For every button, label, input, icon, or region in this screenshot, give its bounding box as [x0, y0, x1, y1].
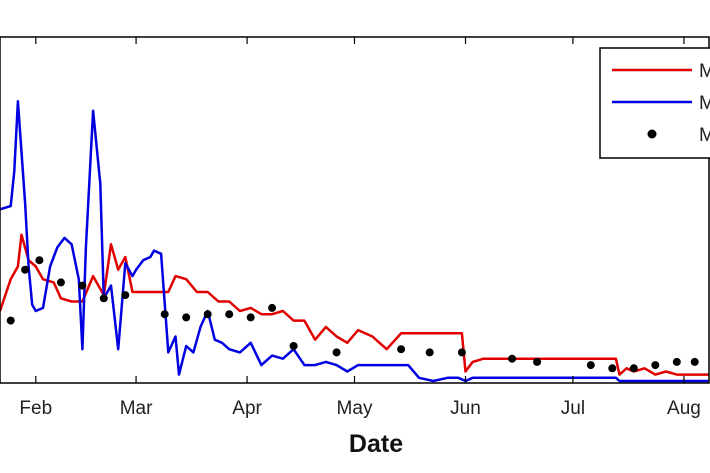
series-3-point: [182, 313, 191, 322]
legend-label-series-2: M: [699, 93, 710, 114]
legend-swatch-series-3: [647, 129, 657, 139]
series-3-point: [225, 310, 234, 319]
legend-label-series-1: M: [699, 61, 710, 82]
series-3-point: [21, 265, 30, 274]
x-tick-label: Mar: [120, 398, 153, 419]
x-tick-label: Jun: [450, 398, 481, 419]
x-tick-label: Jul: [561, 398, 585, 419]
plot-area: [0, 99, 709, 383]
series-3-point: [56, 278, 65, 287]
series-3-point: [608, 364, 617, 373]
series-3-point: [289, 342, 298, 350]
x-tick-label: Apr: [232, 398, 262, 419]
series-3-point: [246, 313, 255, 322]
series-3-point: [35, 256, 44, 265]
series-3-point: [268, 303, 277, 312]
x-tick-label: Feb: [19, 398, 52, 419]
x-axis-title: Date: [349, 430, 403, 458]
series-1-line: [0, 233, 709, 376]
series-3-point: [425, 348, 434, 357]
series-3-point: [6, 316, 15, 325]
legend: M M M: [599, 47, 710, 159]
series-3-point: [690, 357, 699, 366]
series-3-point: [672, 357, 681, 366]
series-3-point: [533, 357, 542, 366]
series-3-point: [203, 310, 212, 319]
series-3-point: [651, 361, 660, 370]
series-3-point: [160, 310, 169, 319]
x-axis-ticks: Feb Mar Apr May Jun Jul Aug: [19, 37, 701, 419]
legend-label-series-3: M: [699, 125, 710, 146]
series-3-point: [457, 348, 466, 357]
series-3-point: [629, 364, 638, 373]
series-2-line: [0, 99, 709, 383]
x-tick-label: May: [337, 398, 373, 419]
series-3-point: [99, 294, 108, 303]
series-3-point: [78, 281, 87, 290]
series-3-point: [508, 354, 517, 363]
series-3-point: [332, 348, 341, 357]
x-tick-label: Aug: [667, 398, 701, 419]
series-3-point: [586, 361, 595, 370]
series-3-point: [121, 291, 130, 300]
series-3-point: [397, 345, 406, 354]
